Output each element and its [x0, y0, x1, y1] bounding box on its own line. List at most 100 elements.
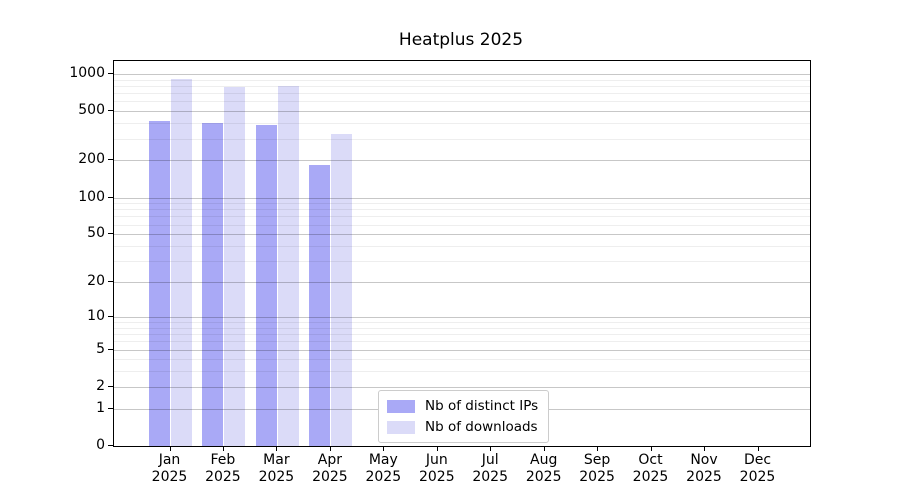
gridline-minor	[114, 209, 810, 211]
gridline-minor	[114, 101, 810, 103]
y-tick-label: 20	[87, 273, 105, 289]
x-tick-label-sep: Sep 2025	[567, 452, 627, 486]
x-tick-month: Jan	[158, 452, 181, 468]
gridline-minor	[114, 322, 810, 323]
y-tick-mark	[108, 445, 113, 446]
x-tick-year: 2025	[579, 469, 615, 485]
x-tick-label-nov: Nov 2025	[674, 452, 734, 486]
x-tick-label-feb: Feb 2025	[193, 452, 253, 486]
bar-distinct-ips-jan	[149, 120, 170, 446]
gridline-major	[114, 73, 810, 75]
plot-area: Nb of distinct IPs Nb of downloads	[113, 60, 811, 447]
gridline-minor	[114, 224, 810, 226]
x-tick-year: 2025	[418, 469, 455, 485]
x-tick-year: 2025	[525, 469, 562, 485]
gridline-major	[114, 316, 810, 318]
x-tick-label-jan: Jan 2025	[140, 452, 200, 486]
y-tick-mark	[108, 281, 113, 282]
gridline-minor	[114, 261, 810, 263]
legend-swatch-downloads	[387, 420, 415, 434]
x-tick-month: Feb	[210, 452, 236, 468]
gridline-minor	[114, 341, 810, 343]
y-tick-label: 1	[96, 399, 105, 416]
x-tick-month: Apr	[317, 452, 342, 468]
x-tick-label-dec: Dec 2025	[728, 452, 788, 486]
x-tick-mark	[169, 446, 171, 451]
y-tick-label: 1000	[69, 64, 105, 81]
gridline-minor	[114, 138, 810, 140]
x-tick-mark	[650, 446, 652, 451]
y-tick-label: 100	[78, 188, 105, 205]
bar-downloads-mar	[277, 85, 299, 446]
x-tick-year: 2025	[365, 469, 402, 485]
x-tick-mark	[436, 446, 438, 451]
x-tick-mark	[757, 446, 759, 451]
gridline-minor	[114, 334, 810, 335]
y-tick-label: 10	[87, 307, 105, 324]
legend-item-downloads: Nb of downloads	[387, 419, 538, 435]
gridline-minor	[114, 327, 810, 329]
gridline-minor	[114, 359, 810, 361]
x-tick-month: Nov	[690, 452, 718, 468]
x-tick-year: 2025	[739, 469, 776, 485]
x-tick-mark	[597, 446, 599, 451]
x-tick-mark	[543, 446, 545, 451]
x-tick-label-jul: Jul 2025	[460, 452, 520, 486]
x-tick-mark	[383, 446, 385, 451]
gridline-minor	[114, 371, 810, 373]
y-tick-label: 200	[78, 151, 105, 168]
x-tick-month: Sep	[583, 452, 611, 468]
y-tick-mark	[108, 315, 113, 317]
gridline-major	[114, 197, 810, 199]
y-tick-label: 2	[96, 377, 105, 394]
x-tick-label-may: May 2025	[353, 452, 413, 486]
x-tick-month: May	[368, 452, 398, 468]
x-tick-label-apr: Apr 2025	[300, 452, 360, 486]
x-tick-month: Aug	[530, 452, 558, 468]
x-tick-mark	[276, 446, 278, 451]
y-tick-label: 0	[96, 437, 105, 453]
gridline-minor	[114, 203, 810, 205]
y-tick-label: 500	[78, 102, 105, 119]
gridline-minor	[114, 123, 810, 125]
gridline-major	[114, 111, 810, 113]
x-tick-month: Mar	[263, 452, 290, 468]
bar-distinct-ips-mar	[255, 125, 277, 446]
x-tick-mark	[490, 446, 492, 451]
gridline-major	[114, 349, 810, 351]
x-tick-mark	[329, 446, 331, 451]
x-tick-mark	[704, 446, 705, 451]
gridline-minor	[114, 93, 810, 95]
y-tick-mark	[108, 110, 113, 112]
bar-downloads-jan	[171, 79, 192, 446]
bar-downloads-feb	[224, 86, 246, 446]
gridline-major	[114, 386, 810, 388]
y-tick-label: 5	[96, 340, 105, 357]
chart-title: Heatplus 2025	[398, 30, 524, 50]
y-tick-label: 50	[87, 225, 105, 242]
gridline-major	[114, 282, 810, 283]
bar-distinct-ips-apr	[309, 165, 331, 446]
legend-label-downloads: Nb of downloads	[425, 419, 538, 435]
legend-label-distinct-ips: Nb of distinct IPs	[425, 398, 539, 414]
legend-swatch-distinct-ips	[387, 399, 415, 413]
gridline-minor	[114, 216, 810, 218]
legend-item-distinct-ips: Nb of distinct IPs	[387, 398, 538, 414]
gridline-minor	[114, 85, 810, 87]
x-tick-month: Jun	[425, 452, 448, 468]
y-tick-mark	[108, 233, 113, 235]
y-tick-mark	[108, 407, 113, 409]
x-tick-label-oct: Oct 2025	[621, 452, 681, 486]
y-tick-mark	[108, 348, 113, 350]
y-tick-mark	[108, 72, 113, 74]
gridline-minor	[114, 246, 810, 247]
gridline-minor	[114, 79, 810, 81]
gridline-major	[114, 160, 810, 162]
x-tick-month: Dec	[743, 452, 772, 468]
y-tick-mark	[108, 196, 113, 198]
x-tick-year: 2025	[258, 469, 295, 485]
x-tick-year: 2025	[686, 469, 722, 485]
x-tick-year: 2025	[312, 469, 348, 485]
bar-distinct-ips-feb	[202, 123, 224, 446]
